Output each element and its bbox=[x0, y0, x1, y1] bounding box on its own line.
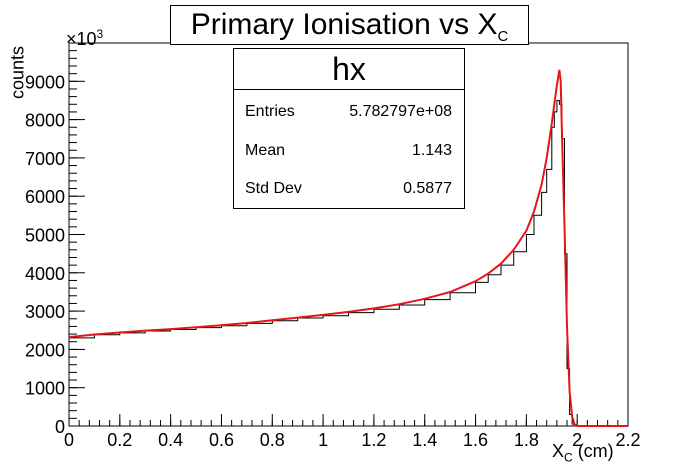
x-tick-label: 1 bbox=[318, 430, 328, 450]
y-tick-label: 6000 bbox=[25, 187, 65, 207]
x-tick-label: 0 bbox=[64, 430, 74, 450]
stats-box: hx Entries 5.782797e+08 Mean 1.143 Std Dev… bbox=[233, 48, 465, 209]
x-tick-label: 0.8 bbox=[260, 430, 285, 450]
y-tick-label: 4000 bbox=[25, 264, 65, 284]
x-tick-label: 0.4 bbox=[158, 430, 183, 450]
x-tick-label: 0.2 bbox=[107, 430, 132, 450]
x-tick-label: 0.6 bbox=[209, 430, 234, 450]
y-tick-label: 2000 bbox=[25, 340, 65, 360]
x-tick-label: 1.6 bbox=[463, 430, 488, 450]
y-axis-multiplier: ×103 bbox=[66, 27, 104, 49]
stats-box-name: hx bbox=[234, 49, 464, 90]
x-tick-label: 1.2 bbox=[361, 430, 386, 450]
y-tick-label: 9000 bbox=[25, 72, 65, 92]
axis-ticks bbox=[68, 50, 629, 427]
axis-tick-labels: 0 0.2 0.4 0.6 0.8 1 1.2 1.4 1.6 1.8 2 2.2 0 1000 2000 3… bbox=[25, 72, 641, 450]
x-tick-label: 1.8 bbox=[514, 430, 539, 450]
chart-title: Primary Ionisation vs XC bbox=[170, 5, 529, 45]
x-tick-label: 2 bbox=[572, 430, 582, 450]
x-tick-label: 2.2 bbox=[615, 430, 640, 450]
y-tick-label: 1000 bbox=[25, 379, 65, 399]
y-tick-label: 8000 bbox=[25, 111, 65, 131]
y-tick-label: 3000 bbox=[25, 302, 65, 322]
y-tick-label: 5000 bbox=[25, 226, 65, 246]
y-tick-label: 0 bbox=[55, 417, 65, 437]
y-axis-label: counts bbox=[7, 45, 28, 100]
x-tick-label: 1.4 bbox=[412, 430, 437, 450]
x-axis-label: XC (cm) bbox=[552, 441, 614, 465]
fit-curve bbox=[68, 69, 628, 427]
y-tick-label: 7000 bbox=[25, 149, 65, 169]
